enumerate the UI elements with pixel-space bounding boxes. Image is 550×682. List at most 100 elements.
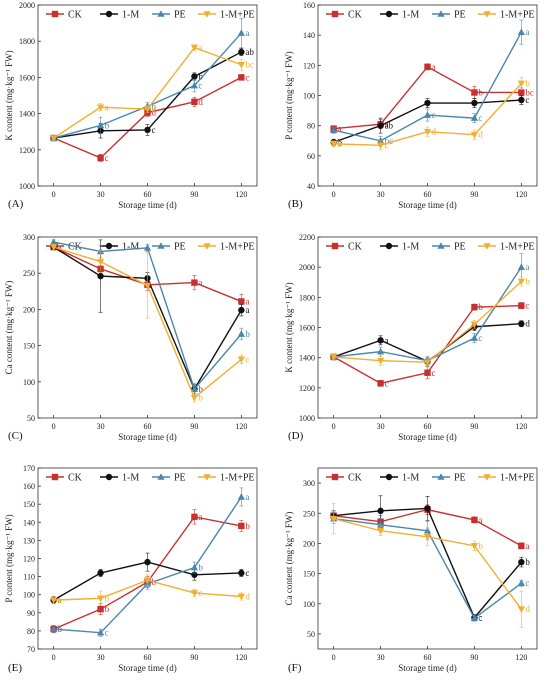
significance-letter: ab: [245, 47, 254, 57]
data-point: [190, 563, 199, 571]
y-tick-label: 100: [303, 92, 315, 101]
y-axis-label: P content (mg·kg⁻¹ FW): [4, 514, 14, 602]
legend-label: 1-M: [402, 473, 419, 484]
legend-label: 1-M: [402, 10, 419, 21]
plot-frame: [317, 4, 538, 187]
legend-label: PE: [454, 10, 466, 21]
significance-letter: c: [245, 354, 249, 364]
significance-letter: a: [105, 102, 109, 112]
plot-frame: [317, 236, 538, 419]
significance-letter: a: [338, 124, 342, 134]
x-tick-label: 120: [515, 190, 527, 199]
y-tick-label: 80: [27, 627, 35, 636]
data-point: [423, 111, 432, 118]
y-tick-label: 130: [23, 536, 35, 545]
x-tick-label: 30: [97, 653, 105, 662]
legend-marker: [437, 10, 445, 17]
y-tick-label: 110: [23, 573, 35, 582]
significance-letter: b: [525, 78, 530, 88]
legend-marker: [385, 10, 393, 18]
data-point: [96, 121, 105, 129]
significance-letter: c: [245, 72, 249, 82]
data-point: [330, 515, 338, 523]
series-1-M: cb: [330, 495, 530, 623]
chart-panel-2: 40 60 80 100 120 140 160 0 30 60 90 120 Storage time…: [284, 1, 538, 210]
data-point: [191, 279, 198, 286]
significance-letter: a: [198, 278, 202, 288]
data-point: [518, 302, 525, 309]
series-1-M+PE: b cd db: [330, 77, 530, 150]
significance-letter: c: [432, 110, 436, 120]
data-point: [97, 154, 104, 162]
y-tick-label: 1600: [299, 324, 315, 333]
significance-letter: b: [58, 624, 63, 634]
significance-letter: a: [432, 62, 436, 72]
y-tick-label: 120: [23, 555, 35, 564]
legend-marker: [157, 242, 165, 249]
data-point: [191, 513, 198, 521]
data-point: [470, 114, 479, 121]
significance-letter: c: [385, 378, 389, 388]
x-tick-label: 120: [235, 653, 247, 662]
x-tick-label: 30: [377, 653, 385, 662]
data-point: [190, 385, 199, 392]
data-point: [518, 89, 525, 96]
x-tick-label: 60: [424, 422, 432, 431]
significance-letter: d: [478, 130, 483, 140]
significance-letter: c: [478, 333, 482, 343]
data-point: [190, 81, 199, 89]
y-tick-label: 200: [23, 305, 35, 314]
significance-letter: bc: [525, 87, 534, 97]
data-point: [471, 99, 478, 107]
y-tick-label: 1000: [299, 414, 315, 423]
x-axis-label: Storage time (d): [118, 432, 176, 442]
y-tick-label: 50: [27, 414, 35, 423]
x-tick-label: 0: [332, 422, 336, 431]
legend-label: CK: [348, 10, 363, 21]
data-point: [376, 136, 385, 144]
x-tick-label: 30: [377, 190, 385, 199]
data-point: [377, 337, 384, 344]
significance-letter: c: [105, 628, 109, 638]
legend: CK 1-M PE 1-M+PE: [46, 10, 255, 21]
significance-letter: b: [198, 393, 203, 403]
legend-label: 1-M+PE: [500, 242, 535, 253]
series-1-M+PE: bc: [50, 243, 249, 403]
data-point: [470, 614, 479, 622]
x-tick-label: 0: [332, 190, 336, 199]
y-tick-label: 200: [303, 539, 315, 548]
series-1-M+PE: b: [330, 276, 530, 368]
data-point: [423, 359, 432, 366]
data-point: [424, 63, 431, 71]
legend-label: 1-M+PE: [500, 10, 535, 21]
legend-label: 1-M: [122, 473, 139, 484]
significance-letter: c: [525, 301, 529, 311]
legend-label: PE: [174, 10, 186, 21]
data-point: [50, 625, 58, 632]
significance-letter: a: [198, 512, 202, 522]
data-point: [518, 96, 525, 104]
legend-label: CK: [348, 473, 363, 484]
data-point: [470, 131, 479, 139]
legend: CK 1-M PE 1-M+PE: [46, 473, 255, 484]
significance-letter: b: [338, 139, 343, 149]
chart-panel-4: 1000 1200 1400 1600 1800 2000 2200 0 30 60 90 120 St…: [284, 233, 538, 442]
significance-letter: c: [432, 368, 436, 378]
legend-marker: [331, 473, 339, 481]
legend: CK 1-M PE 1-M+PE: [326, 242, 535, 253]
data-point: [50, 244, 58, 251]
y-tick-label: 300: [23, 233, 35, 242]
series-line: [333, 31, 522, 142]
series-line: [333, 280, 522, 363]
significance-letter: c: [385, 140, 389, 150]
series-line: [53, 32, 242, 139]
significance-letter: b: [105, 604, 110, 614]
significance-letter: d: [198, 97, 203, 107]
x-tick-label: 60: [424, 190, 432, 199]
data-point: [144, 126, 151, 134]
legend-label: PE: [454, 473, 466, 484]
legend-marker: [105, 10, 113, 18]
legend-marker: [105, 473, 113, 481]
y-tick-label: 150: [23, 342, 35, 351]
